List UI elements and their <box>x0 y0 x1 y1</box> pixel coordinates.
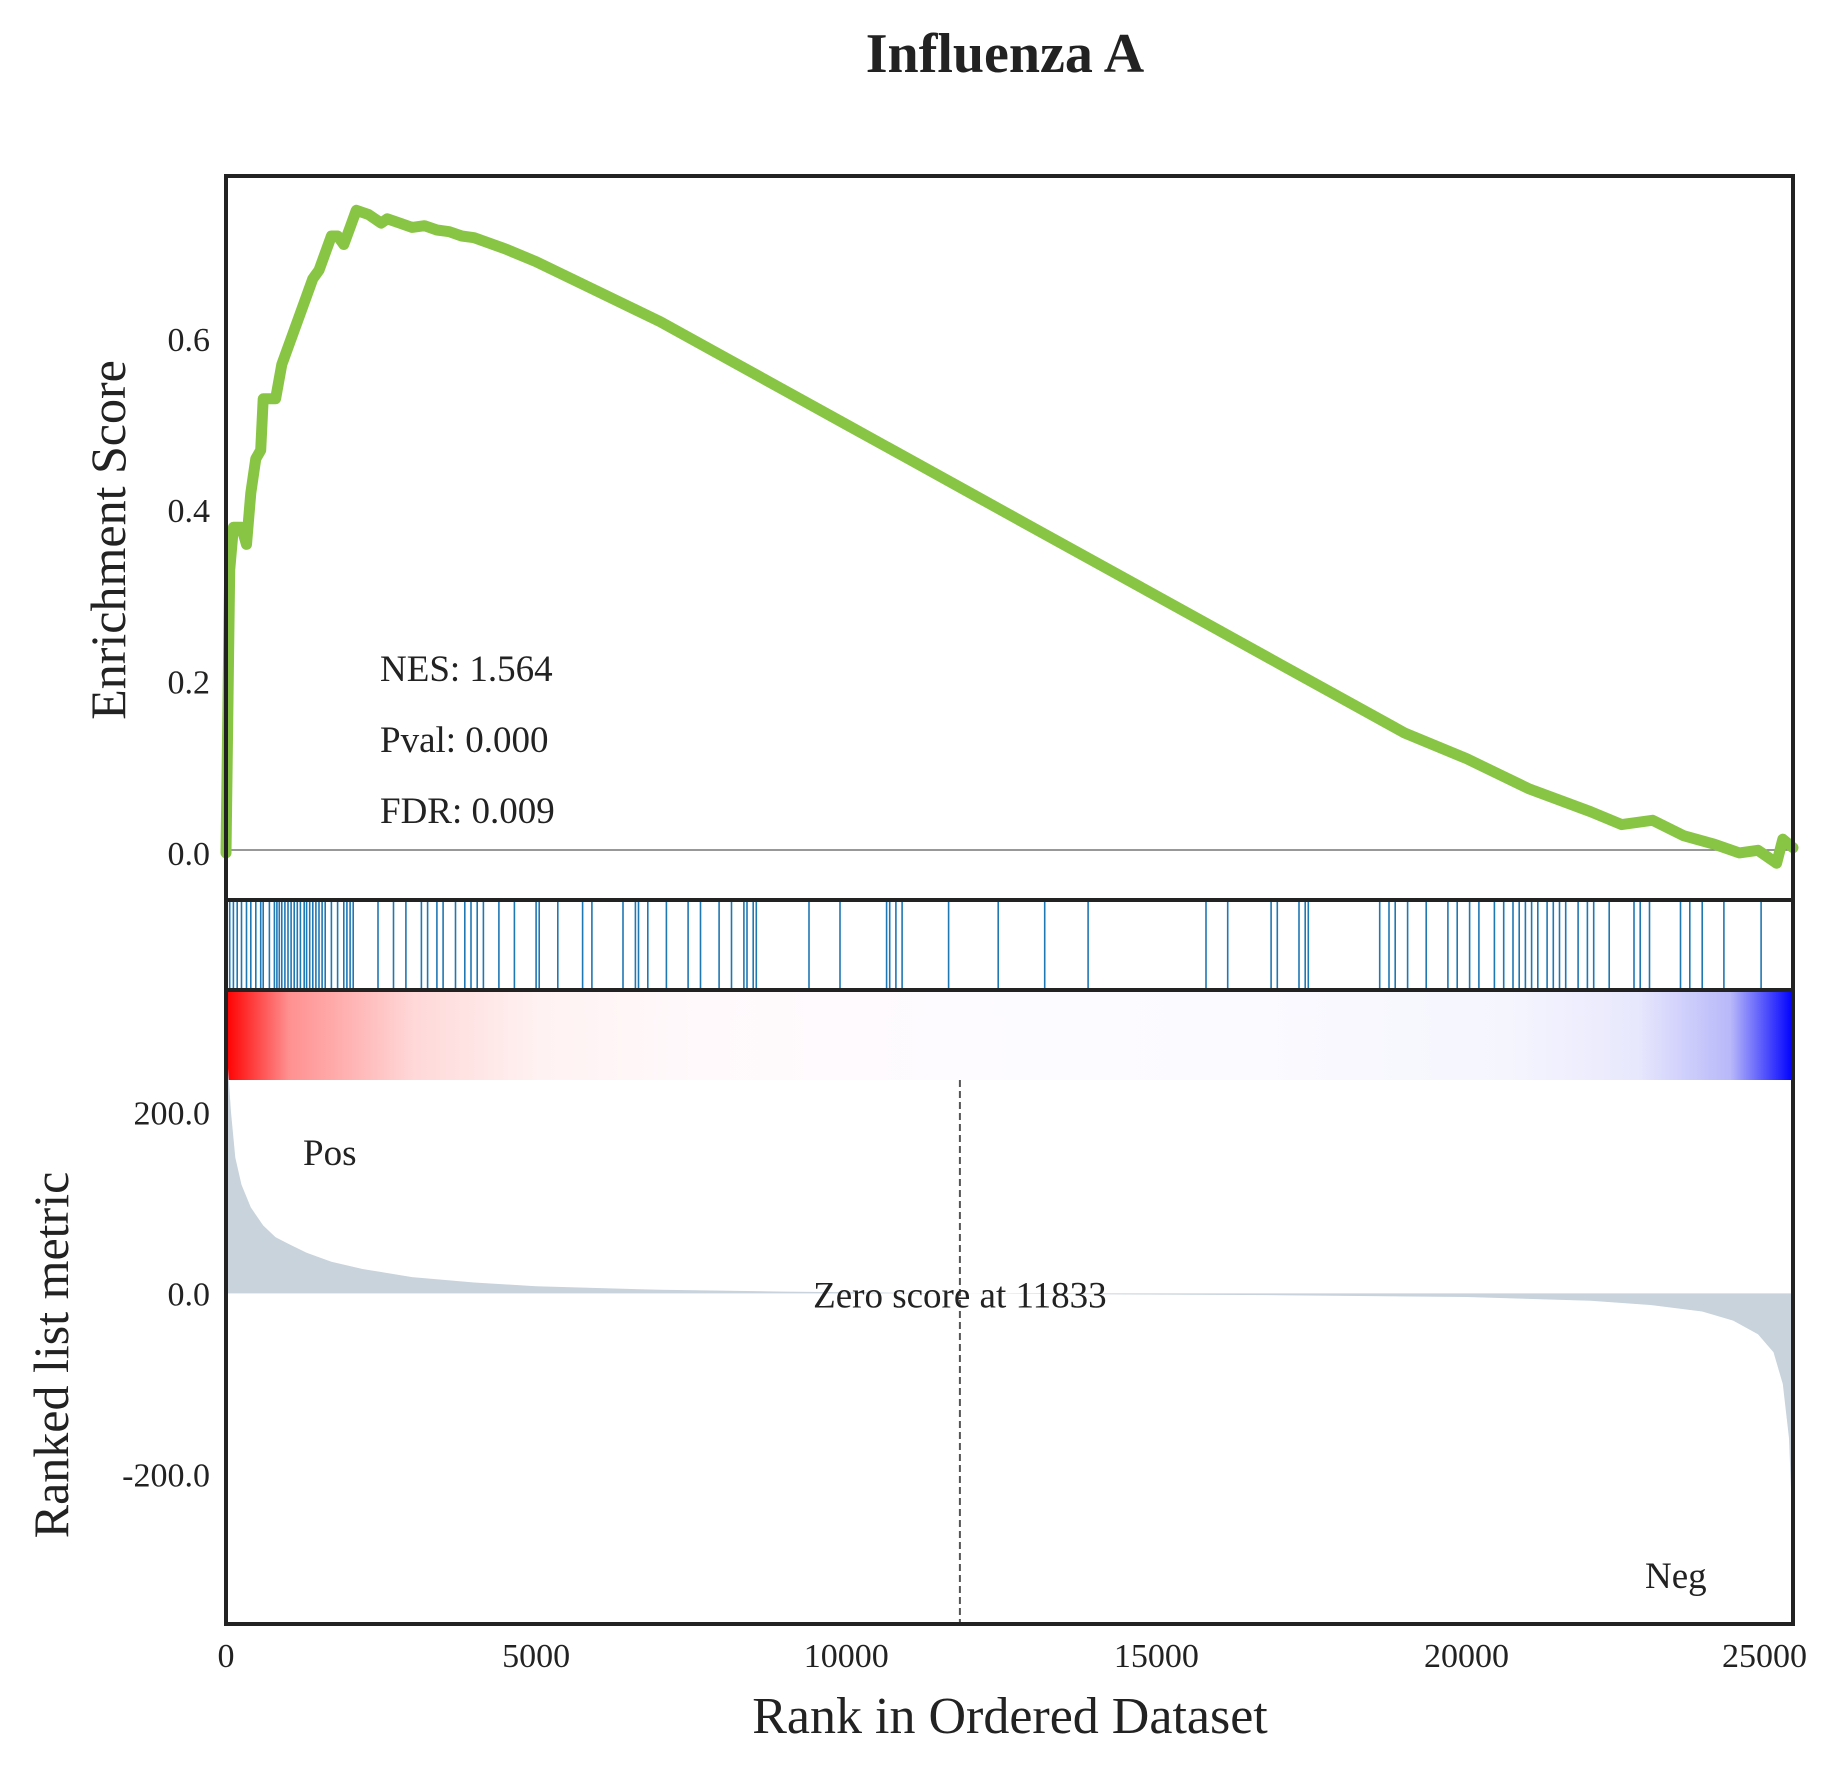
ranked-metric-y-ticks: 200.0 0.0 -200.0 <box>122 1095 210 1494</box>
ranked-metric-y-tick-label: -200.0 <box>122 1458 210 1495</box>
hits-frame <box>224 898 1795 992</box>
enrichment-y-tick-label: 0.0 <box>168 836 211 873</box>
ranked-metric-panel: Zero score at 11833 Pos Neg 200.0 0.0 -200… <box>23 988 1795 1626</box>
x-tick-label: 15000 <box>1114 1638 1199 1675</box>
enrichment-y-tick-label: 0.6 <box>168 322 211 359</box>
nes-label: NES: 1.564 <box>380 649 553 690</box>
x-axis-ticks: 0 5000 10000 15000 20000 25000 <box>218 1638 1808 1675</box>
x-tick-label: 0 <box>218 1638 235 1675</box>
fdr-label: FDR: 0.009 <box>380 791 555 832</box>
x-tick-label: 20000 <box>1424 1638 1509 1675</box>
hit-markers <box>228 902 1762 988</box>
chart-title: Influenza A <box>866 23 1145 85</box>
hits-panel <box>224 898 1795 992</box>
enrichment-panel: 0.0 0.2 0.4 0.6 NES: 1.564 Pval: 0.000 FDR:… <box>80 174 1799 902</box>
pval-label: Pval: 0.000 <box>380 720 549 761</box>
rank-color-bar <box>226 990 1793 1080</box>
x-axis-label: Rank in Ordered Dataset <box>752 1688 1268 1745</box>
enrichment-y-tick-label: 0.2 <box>168 665 211 702</box>
ranked-metric-y-tick-label: 200.0 <box>134 1095 211 1132</box>
zero-cross-label: Zero score at 11833 <box>813 1275 1107 1316</box>
pos-label: Pos <box>303 1133 356 1174</box>
enrichment-y-tick-label: 0.4 <box>168 493 211 530</box>
x-tick-label: 10000 <box>804 1638 889 1675</box>
ranked-metric-y-axis-label: Ranked list metric <box>23 1172 79 1539</box>
ranked-metric-frame <box>224 988 1795 1626</box>
enrichment-y-axis-label: Enrichment Score <box>80 360 136 720</box>
x-tick-label: 25000 <box>1722 1638 1807 1675</box>
x-tick-label: 5000 <box>502 1638 570 1675</box>
enrichment-score-line <box>220 204 1799 869</box>
ranked-metric-y-tick-label: 0.0 <box>168 1276 211 1313</box>
enrichment-y-ticks: 0.0 0.2 0.4 0.6 <box>168 322 211 873</box>
neg-label: Neg <box>1645 1556 1707 1597</box>
